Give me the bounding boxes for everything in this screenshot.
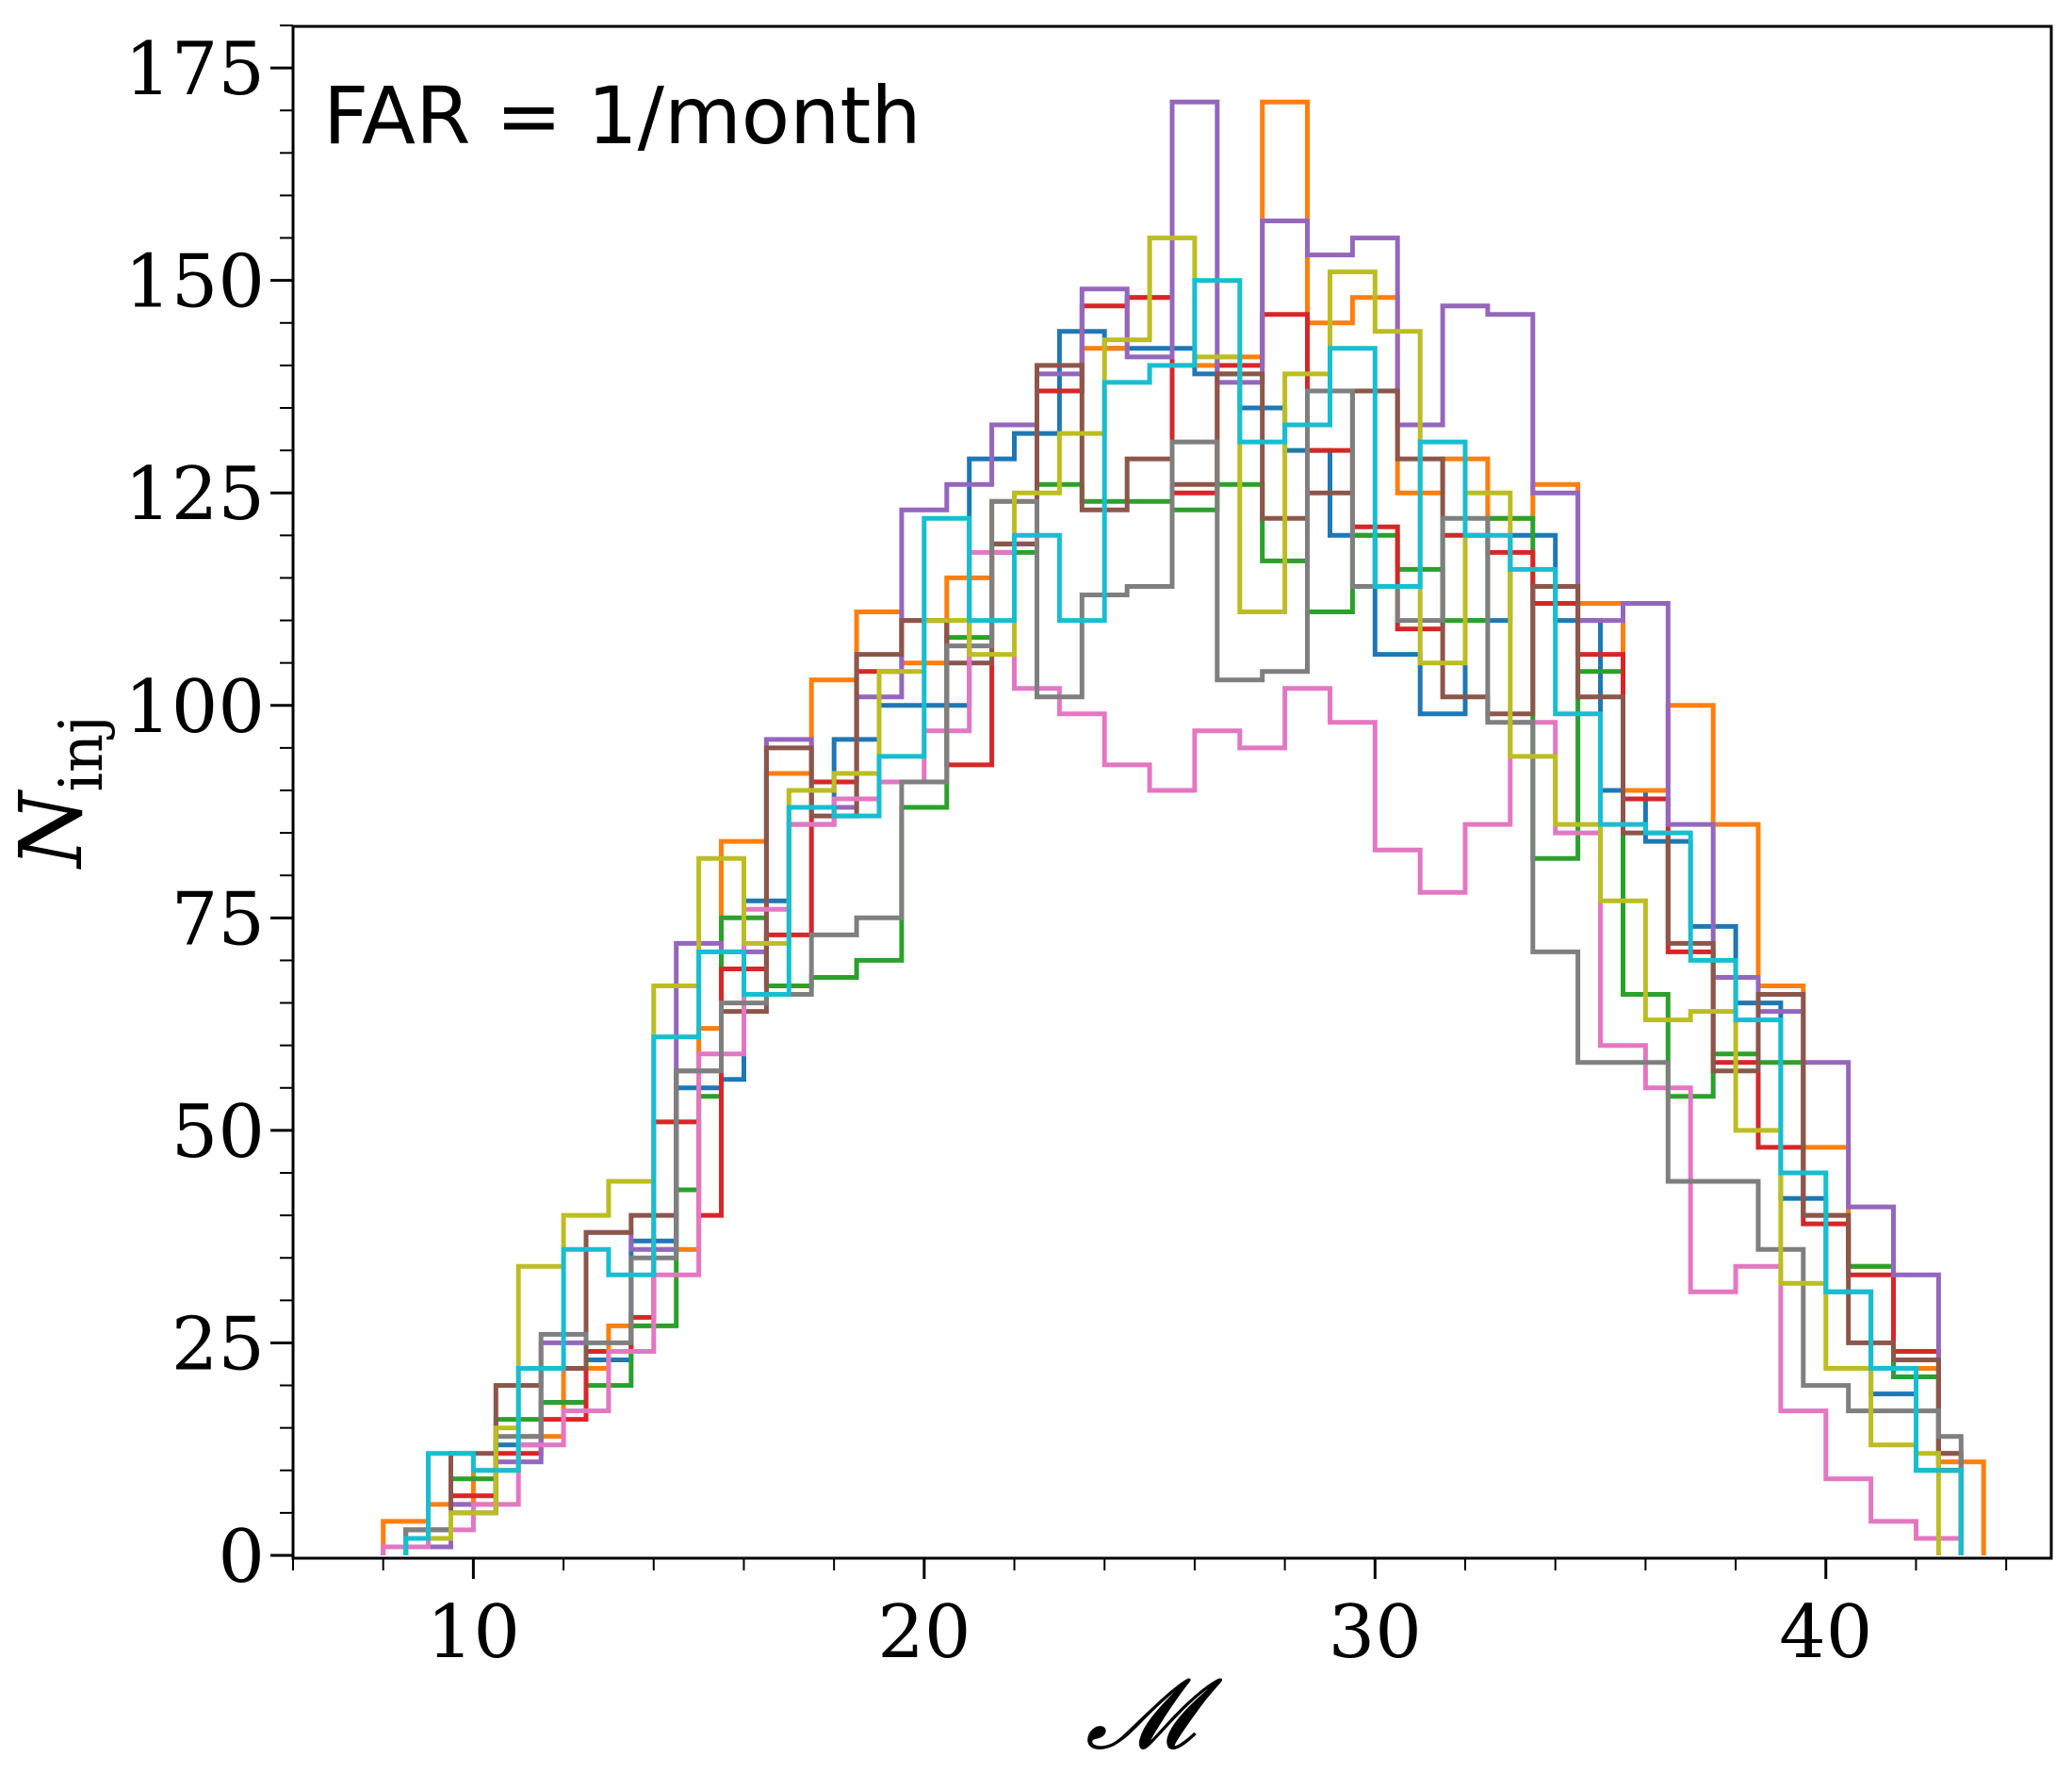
- y-tick-label: 25: [171, 1302, 265, 1387]
- series-C8-step: [403, 236, 1941, 1555]
- x-tick-label: 10: [427, 1590, 520, 1675]
- series-C6-step: [381, 549, 1964, 1555]
- x-tick-label: 20: [877, 1590, 971, 1675]
- x-tick-label: 40: [1779, 1590, 1872, 1675]
- y-tick-label: 100: [124, 665, 265, 750]
- y-tick-label: 150: [124, 240, 265, 325]
- y-tick-label: 75: [171, 877, 265, 962]
- y-tick-label: 0: [218, 1515, 265, 1600]
- y-axis-ticks: 0 25 50 75 100 125 150 175: [124, 24, 293, 1600]
- series-C7-step: [403, 388, 1964, 1555]
- y-tick-label: 125: [124, 452, 265, 537]
- y-axis-label: Ninj: [1, 715, 117, 870]
- plot-frame: [291, 24, 2053, 1560]
- series-C5-step: [403, 363, 1964, 1555]
- x-axis-ticks: 10 20 30 40: [292, 1558, 2008, 1675]
- series-layer: [381, 99, 1986, 1555]
- far-annotation: FAR = 1/month: [323, 70, 922, 162]
- y-axis-label-main: N: [1, 789, 102, 870]
- y-axis-label-sub: inj: [47, 715, 117, 792]
- y-tick-label: 175: [124, 27, 265, 112]
- y-tick-label: 50: [171, 1090, 265, 1175]
- series-C4-step: [403, 99, 1964, 1555]
- series-C9-step: [403, 278, 1964, 1555]
- x-tick-label: 30: [1329, 1590, 1422, 1675]
